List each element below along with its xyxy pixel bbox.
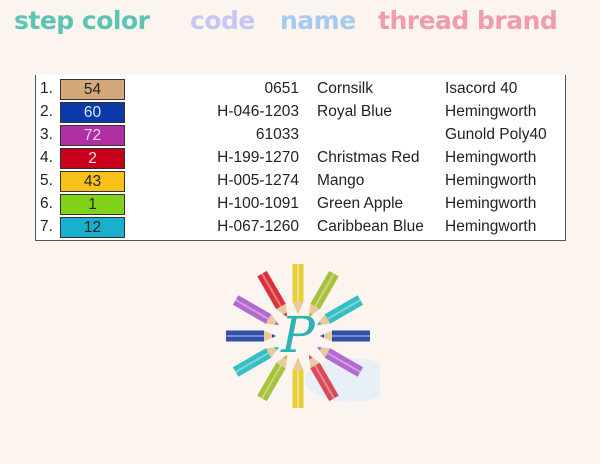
thread-name: Mango (317, 172, 365, 189)
step-number: 1. (40, 80, 53, 97)
step-number: 7. (40, 218, 53, 235)
thread-brand: Hemingworth (445, 218, 537, 235)
table-row: 3. 72 61033 Gunold Poly40 (36, 124, 565, 146)
pencil-icon (309, 270, 339, 317)
header-thread-brand: thread brand (378, 6, 558, 35)
thread-code: 61033 (255, 126, 299, 143)
step-number: 4. (40, 149, 53, 166)
header-name: name (280, 6, 356, 35)
step-number: 6. (40, 195, 53, 212)
pencil-icon (232, 295, 279, 325)
step-number: 5. (40, 172, 53, 189)
thread-name: Christmas Red (317, 149, 420, 166)
thread-name: Cornsilk (317, 80, 373, 97)
table-row: 2. 60 H-046-1203 Royal Blue Hemingworth (36, 101, 565, 123)
pencil-icon (317, 295, 364, 325)
thread-brand: Gunold Poly40 (445, 126, 547, 143)
thread-brand: Hemingworth (445, 103, 537, 120)
table-row: 1. 54 0651 Cornsilk Isacord 40 (36, 78, 565, 100)
header-code: code (190, 6, 255, 35)
logo: P (226, 264, 380, 408)
column-header-banner: step color code name thread brand (0, 6, 600, 40)
thread-code: H-005-1274 (217, 172, 299, 189)
thread-brand: Hemingworth (445, 172, 537, 189)
pencil-icon (257, 270, 287, 317)
pencil-icon (226, 330, 276, 342)
table-row: 4. 2 H-199-1270 Christmas Red Hemingwort… (36, 147, 565, 169)
pencil-icon (320, 330, 370, 342)
pencil-icon (232, 347, 279, 377)
thread-code: H-046-1203 (217, 103, 299, 120)
step-number: 3. (40, 126, 53, 143)
table-row: 7. 12 H-067-1260 Caribbean Blue Hemingwo… (36, 216, 565, 238)
color-swatch: 1 (60, 194, 125, 215)
thread-code: H-067-1260 (217, 218, 299, 235)
header-step-color: step color (14, 6, 150, 35)
thread-code: 0651 (264, 80, 299, 97)
color-swatch: 54 (60, 79, 125, 100)
thread-brand: Isacord 40 (445, 80, 518, 97)
thread-name: Green Apple (317, 195, 404, 212)
thread-name: Caribbean Blue (317, 218, 424, 235)
thread-code: H-199-1270 (217, 149, 299, 166)
thread-brand: Hemingworth (445, 195, 537, 212)
step-number: 2. (40, 103, 53, 120)
color-swatch: 12 (60, 217, 125, 238)
pencil-icon (309, 355, 339, 402)
thread-code: H-100-1091 (217, 195, 299, 212)
color-swatch: 60 (60, 102, 125, 123)
table-row: 6. 1 H-100-1091 Green Apple Hemingworth (36, 193, 565, 215)
thread-brand: Hemingworth (445, 149, 537, 166)
table-row: 5. 43 H-005-1274 Mango Hemingworth (36, 170, 565, 192)
color-chart-table: 1. 54 0651 Cornsilk Isacord 40 2. 60 H-04… (35, 75, 566, 241)
color-swatch: 2 (60, 148, 125, 169)
color-swatch: 43 (60, 171, 125, 192)
color-swatch: 72 (60, 125, 125, 146)
logo-letter: P (280, 306, 316, 364)
pencil-icon (317, 347, 364, 377)
pencil-icon (292, 358, 304, 408)
pencil-icon (292, 264, 304, 314)
thread-name: Royal Blue (317, 103, 392, 120)
pencil-icon (257, 355, 287, 402)
